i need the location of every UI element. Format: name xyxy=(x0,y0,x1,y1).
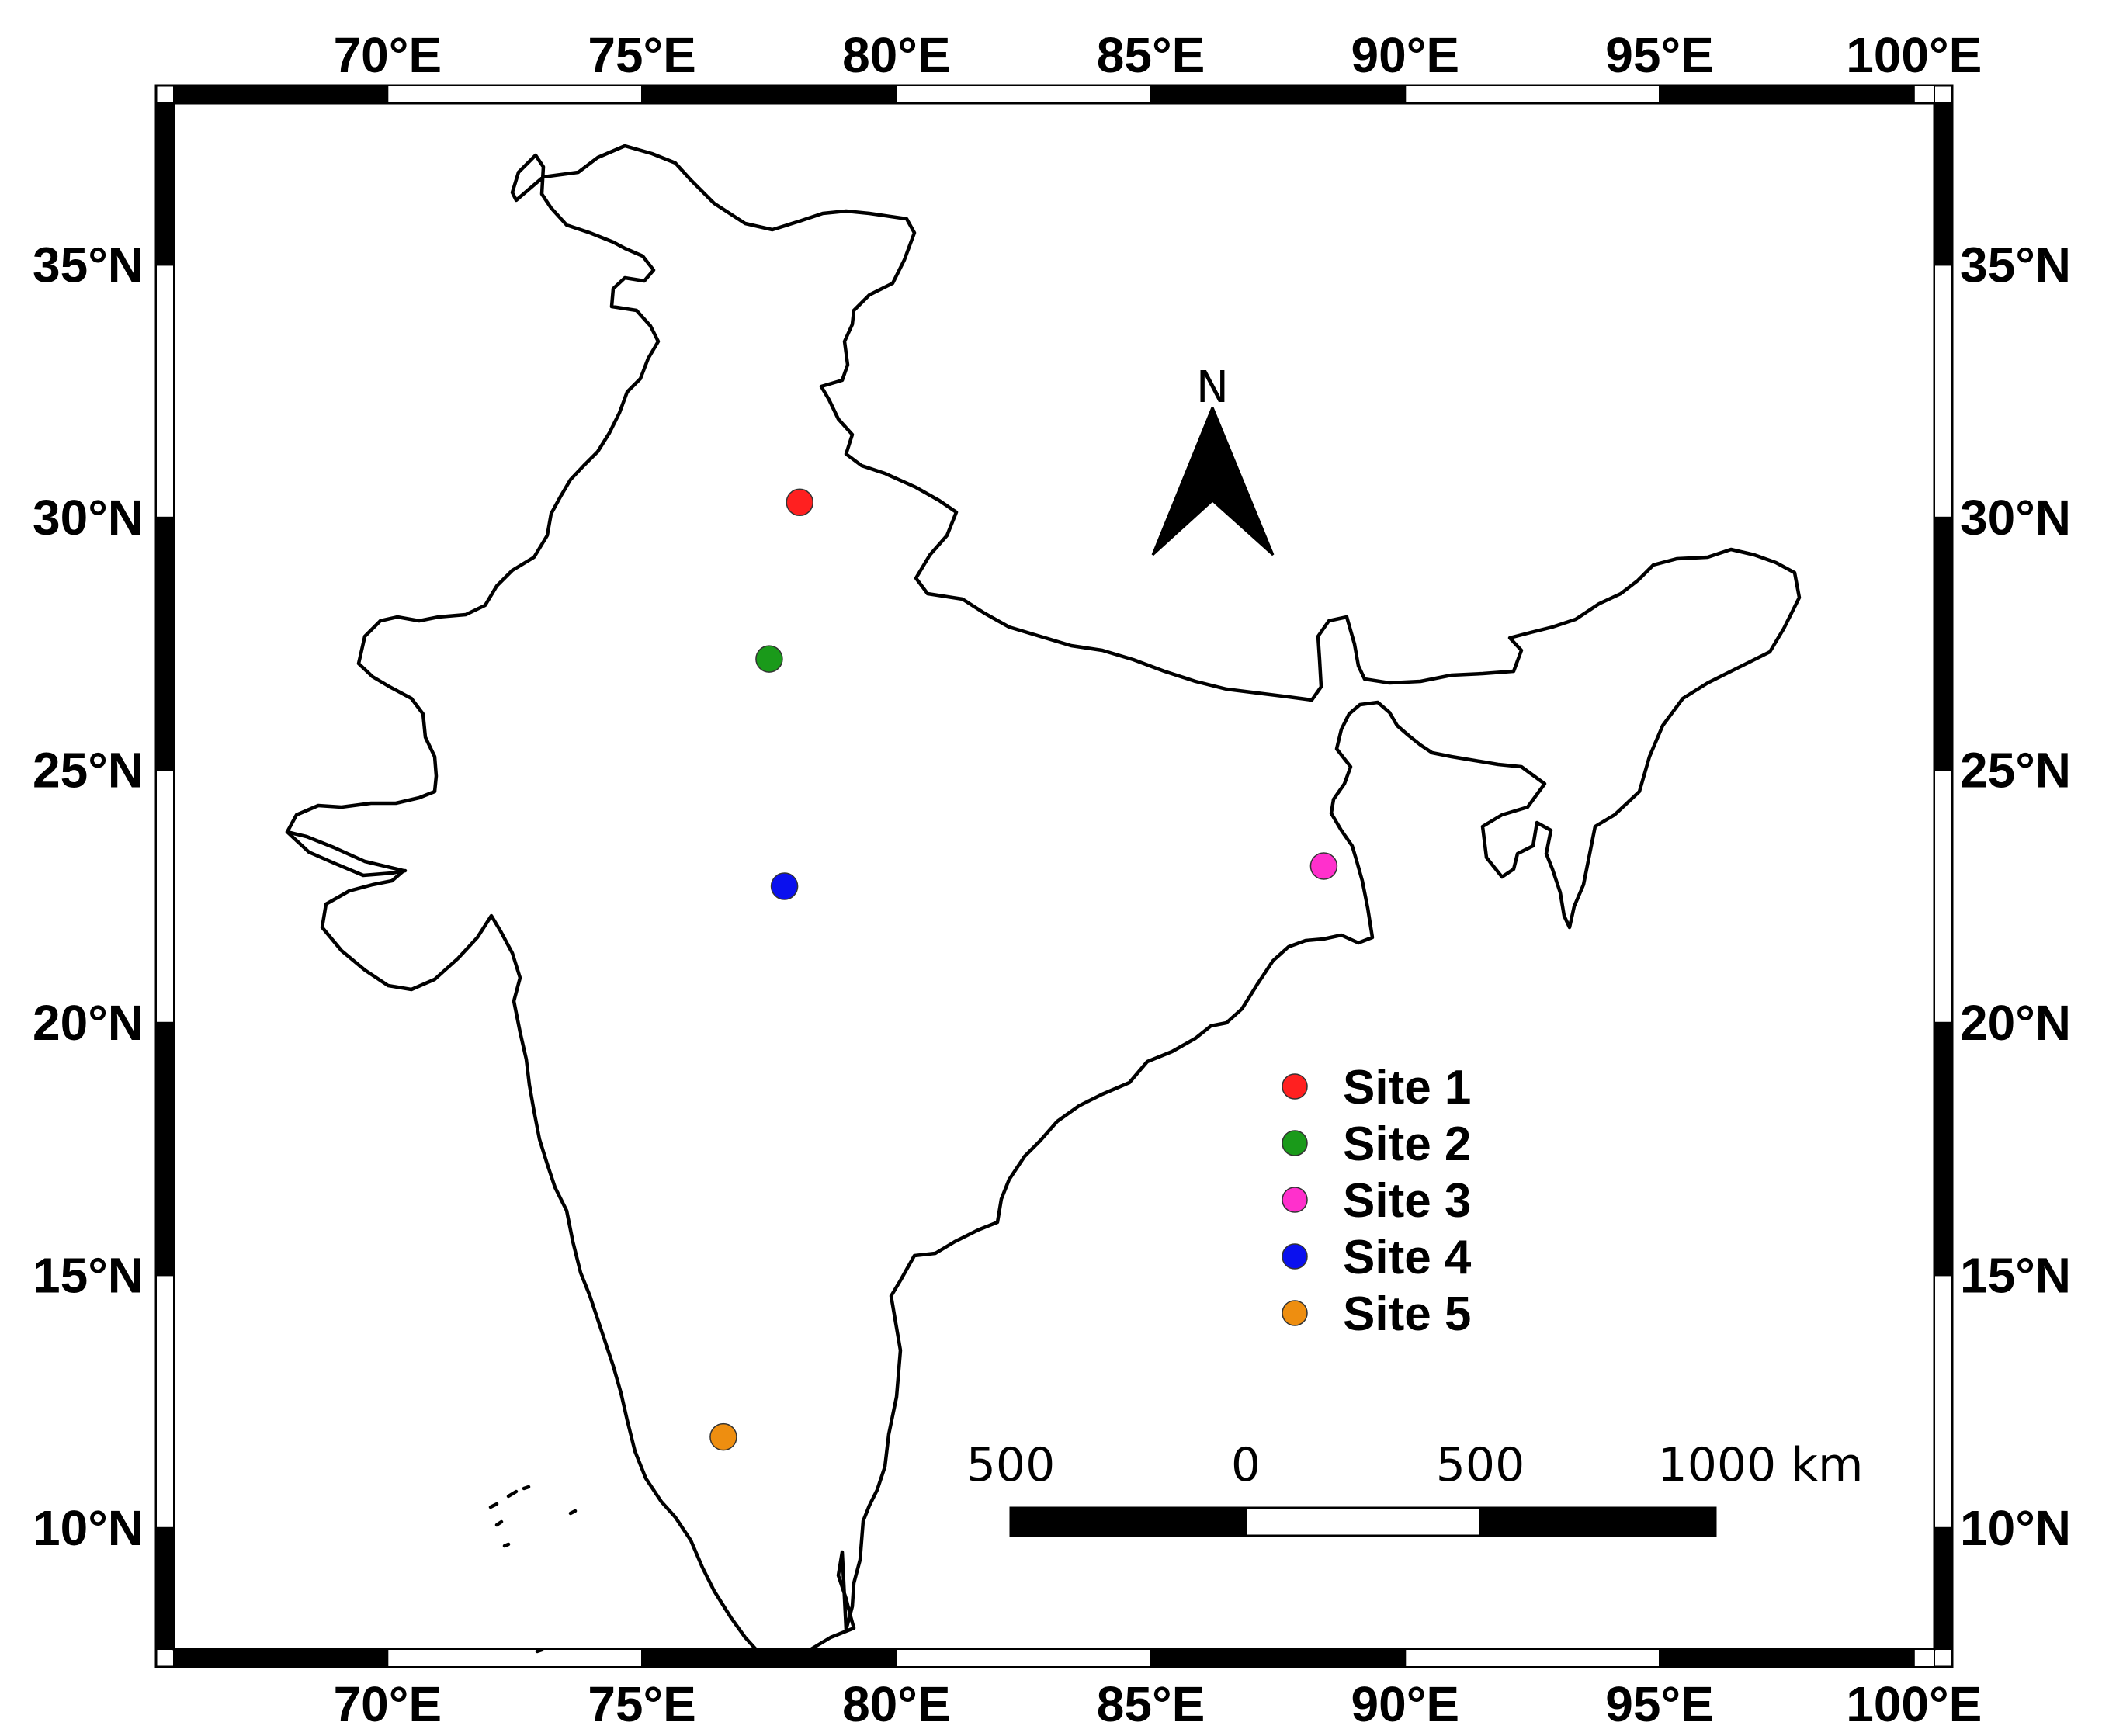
x-tick-label-top: 95°E xyxy=(1605,27,1713,83)
frame-segment-left xyxy=(155,1274,175,1529)
y-tick-label-left: 15°N xyxy=(33,1247,144,1303)
scale-label-500-left: 500 xyxy=(966,1438,1056,1492)
x-tick-label-top: 90°E xyxy=(1351,27,1459,83)
x-tick-label-bottom: 100°E xyxy=(1846,1676,1982,1732)
frame-segment-bottom xyxy=(895,1648,1152,1668)
frame-segment-right xyxy=(1934,264,1953,518)
frame-segment-left xyxy=(155,769,175,1024)
site-marker-3 xyxy=(1309,852,1338,880)
frame-segment-right xyxy=(1934,769,1953,1024)
legend-marker-4 xyxy=(1282,1243,1308,1270)
scale-bar-segment-1 xyxy=(1009,1506,1247,1537)
frame-segment-top xyxy=(895,85,1152,104)
legend-marker-2 xyxy=(1282,1130,1308,1156)
scale-bar-segment-2 xyxy=(1244,1506,1482,1537)
x-tick-label-top: 100°E xyxy=(1846,27,1982,83)
frame-segment-bottom xyxy=(1659,1648,1915,1668)
y-tick-label-right: 25°N xyxy=(1960,742,2071,798)
y-tick-label-left: 25°N xyxy=(33,742,144,798)
north-arrow-right-half xyxy=(1211,407,1275,556)
x-tick-label-bottom: 90°E xyxy=(1351,1676,1459,1732)
frame-segment-bottom xyxy=(173,1648,389,1668)
mainland-outline xyxy=(285,144,1802,1665)
x-tick-label-bottom: 70°E xyxy=(334,1676,442,1732)
frame-segment-left xyxy=(155,264,175,518)
y-tick-label-right: 35°N xyxy=(1960,237,2071,293)
legend-label-2: Site 2 xyxy=(1343,1117,1471,1171)
scale-label-500-right: 500 xyxy=(1436,1438,1525,1492)
site-marker-4 xyxy=(770,872,799,900)
y-tick-label-left: 35°N xyxy=(33,237,144,293)
lakshadweep-islands xyxy=(488,1485,578,1654)
legend-label-5: Site 5 xyxy=(1343,1287,1471,1341)
map-frame xyxy=(154,84,1954,1668)
site-marker-1 xyxy=(786,488,814,517)
scale-bar-segment-3 xyxy=(1479,1506,1717,1537)
y-tick-label-right: 30°N xyxy=(1960,490,2071,546)
site-markers xyxy=(709,488,1338,1451)
frame-segment-bottom xyxy=(641,1648,897,1668)
north-arrow-label: N xyxy=(1196,362,1229,413)
legend-marker-3 xyxy=(1282,1187,1308,1213)
x-tick-label-top: 70°E xyxy=(334,27,442,83)
scale-label-0: 0 xyxy=(1231,1438,1261,1492)
site-marker-5 xyxy=(709,1422,737,1451)
frame-segment-top xyxy=(1659,85,1915,104)
frame-segment-top xyxy=(173,85,389,104)
frame-segment-left xyxy=(155,1021,175,1277)
scale-label-1000-km: 1000 km xyxy=(1658,1438,1864,1492)
frame-segment-right xyxy=(1934,1274,1953,1529)
legend-label-3: Site 3 xyxy=(1343,1174,1471,1228)
x-tick-label-bottom: 95°E xyxy=(1605,1676,1713,1732)
legend-label-4: Site 4 xyxy=(1343,1231,1472,1284)
frame-segment-top xyxy=(1150,85,1407,104)
x-tick-label-top: 80°E xyxy=(842,27,950,83)
y-tick-label-right: 15°N xyxy=(1960,1247,2071,1303)
y-tick-label-left: 10°N xyxy=(33,1500,144,1556)
y-tick-label-right: 20°N xyxy=(1960,995,2071,1051)
y-tick-label-right: 10°N xyxy=(1960,1500,2071,1556)
site-marker-2 xyxy=(755,645,783,673)
north-arrow: N xyxy=(1151,362,1275,556)
x-tick-label-bottom: 75°E xyxy=(588,1676,695,1732)
map-frame-inner xyxy=(172,102,1936,1651)
gulf-of-kutch-outline xyxy=(285,830,408,878)
frame-segments xyxy=(155,85,1953,1668)
legend-marker-1 xyxy=(1282,1073,1308,1100)
frame-segment-left xyxy=(155,516,175,771)
x-tick-label-top: 75°E xyxy=(588,27,695,83)
y-tick-label-left: 30°N xyxy=(33,490,144,546)
legend-marker-5 xyxy=(1282,1300,1308,1326)
frame-segment-right xyxy=(1934,1526,1953,1650)
scale-bar: 500 0 500 1000 km xyxy=(966,1438,1864,1537)
frame-segment-bottom xyxy=(1150,1648,1407,1668)
x-tick-label-bottom: 85°E xyxy=(1097,1676,1205,1732)
frame-segment-bottom xyxy=(1404,1648,1661,1668)
india-boundary xyxy=(285,144,1802,1665)
x-tick-label-bottom: 80°E xyxy=(842,1676,950,1732)
tick-labels: 70°E 70°E 75°E 75°E 80°E 80°E 85°E 85°E 90°E 90°E… xyxy=(33,27,2071,1732)
frame-segment-top xyxy=(387,85,643,104)
frame-segment-top xyxy=(1404,85,1661,104)
y-tick-label-left: 20°N xyxy=(33,995,144,1051)
frame-segment-bottom xyxy=(1913,1648,1935,1668)
frame-segment-right xyxy=(1934,1021,1953,1277)
frame-segment-right xyxy=(1934,102,1953,266)
frame-segment-right xyxy=(1934,516,1953,771)
frame-segment-bottom xyxy=(387,1648,643,1668)
x-tick-label-top: 85°E xyxy=(1097,27,1205,83)
frame-segment-top xyxy=(1913,85,1935,104)
frame-segment-left xyxy=(155,1526,175,1650)
frame-segment-top xyxy=(641,85,897,104)
frame-segment-left xyxy=(155,102,175,266)
legend-label-1: Site 1 xyxy=(1343,1061,1471,1114)
